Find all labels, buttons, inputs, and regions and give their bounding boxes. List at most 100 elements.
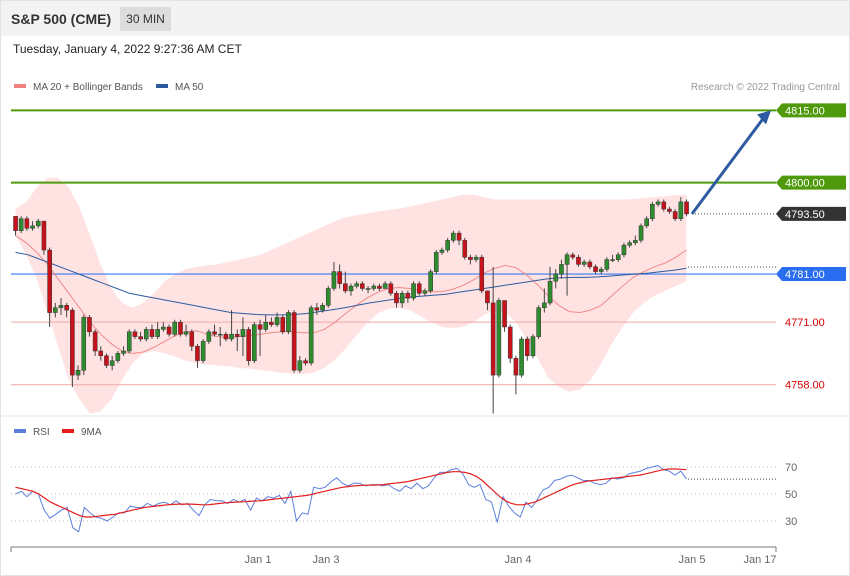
- candle-body: [570, 254, 576, 258]
- candle-body: [382, 283, 388, 289]
- level-label-4758.00: 4758.00: [785, 380, 825, 392]
- candle-body: [428, 271, 433, 292]
- candle-body: [121, 350, 126, 354]
- candle-body: [678, 201, 684, 219]
- candle-body: [53, 307, 58, 313]
- candle-body: [581, 261, 587, 265]
- candle-body: [485, 290, 490, 304]
- candle-body: [672, 211, 678, 219]
- candle-body: [13, 216, 18, 231]
- candle-body: [314, 307, 320, 311]
- legend-ma20-swatch: [14, 84, 26, 88]
- candle-body: [496, 300, 502, 376]
- candle-body: [64, 305, 69, 311]
- level-tag-4800.00: [776, 175, 846, 190]
- ma50-line: [15, 251, 687, 316]
- candle-body: [604, 259, 610, 270]
- candle-body: [388, 283, 394, 294]
- rsi-tick-label-70: 70: [785, 462, 797, 474]
- timeframe-badge[interactable]: 30 MIN: [120, 7, 171, 31]
- level-tag-4815.00: [776, 103, 846, 118]
- candle-body: [263, 321, 269, 330]
- candle-body: [445, 240, 450, 251]
- candle-body: [547, 281, 553, 304]
- candle-body: [200, 341, 206, 361]
- candle-body: [638, 225, 644, 241]
- candle-body: [274, 317, 280, 325]
- level-tag-4793.50: [776, 206, 846, 221]
- x-axis: Jan 1 Jan 3 Jan 4 Jan 5 Jan 17: [10, 546, 777, 566]
- candle-body: [405, 293, 411, 299]
- candle-body: [132, 331, 138, 337]
- level-label-4793.50: 4793.50: [785, 209, 825, 221]
- candle-body: [593, 266, 598, 272]
- candle-body: [536, 307, 541, 337]
- candle-body: [667, 208, 672, 212]
- candle-body: [627, 242, 632, 246]
- candle-body: [576, 256, 581, 265]
- x-tick-label-jan-17: Jan 17: [743, 554, 776, 566]
- candle-body: [564, 254, 570, 265]
- candle-body: [439, 249, 445, 253]
- timestamp: Tuesday, January 4, 2022 9:27:36 AM CET: [13, 42, 242, 56]
- candle-body: [252, 324, 257, 361]
- level-label-4771.00: 4771.00: [785, 317, 825, 329]
- candle-body: [502, 300, 507, 328]
- candle-body: [75, 370, 81, 376]
- candle-body: [661, 201, 667, 210]
- candle-body: [98, 350, 104, 357]
- candle-body: [104, 355, 109, 366]
- candle-body: [621, 244, 627, 256]
- candle-body: [479, 256, 485, 292]
- candle-body: [257, 324, 263, 330]
- moving-averages: [15, 235, 687, 354]
- candle-body: [411, 283, 416, 299]
- candle-body: [308, 307, 314, 364]
- candle-body: [331, 271, 337, 289]
- candle-body: [650, 204, 655, 219]
- candles: [13, 110, 771, 414]
- candle-body: [109, 360, 115, 366]
- candle-body: [212, 331, 217, 335]
- candle-body: [172, 321, 178, 335]
- x-tick-label-jan-5: Jan 5: [679, 554, 706, 566]
- candle-body: [553, 273, 559, 282]
- bollinger-band: [15, 177, 687, 414]
- candle-body: [490, 302, 496, 376]
- candle-body: [394, 293, 399, 304]
- candle-body: [297, 360, 303, 371]
- candle-body: [655, 201, 661, 205]
- candle-body: [610, 259, 615, 261]
- candle-body: [456, 232, 462, 241]
- candle-body: [633, 240, 638, 244]
- candle-body: [291, 312, 297, 371]
- candle-body: [246, 329, 251, 361]
- candle-body: [365, 288, 371, 290]
- candle-body: [320, 305, 325, 311]
- ma20-line: [15, 235, 687, 354]
- candle-body: [615, 254, 621, 260]
- legend-ma20-label: MA 20 + Bollinger Bands: [33, 82, 143, 93]
- candle-body: [462, 240, 468, 258]
- candle-body: [166, 326, 172, 335]
- candle-body: [195, 345, 200, 361]
- candle-body: [530, 336, 536, 357]
- legend-rsi-swatch: [14, 429, 26, 433]
- candle-body: [138, 336, 143, 340]
- candle-body: [507, 326, 513, 359]
- level-label-4815.00: 4815.00: [785, 105, 825, 117]
- candle-body: [81, 317, 87, 371]
- legend-rsi-label: RSI: [33, 427, 50, 438]
- candle-body: [92, 331, 98, 352]
- candle-body: [229, 333, 234, 340]
- candle-body: [513, 358, 519, 376]
- candle-body: [519, 338, 524, 376]
- legend-ma50-label: MA 50: [175, 82, 204, 93]
- level-lines: [11, 109, 776, 386]
- candle-body: [348, 285, 354, 292]
- candle-body: [155, 329, 160, 337]
- candle-body: [189, 331, 195, 347]
- x-tick-label-jan-1: Jan 1: [245, 554, 272, 566]
- chart-header: S&P 500 (CME) 30 MIN: [1, 1, 849, 36]
